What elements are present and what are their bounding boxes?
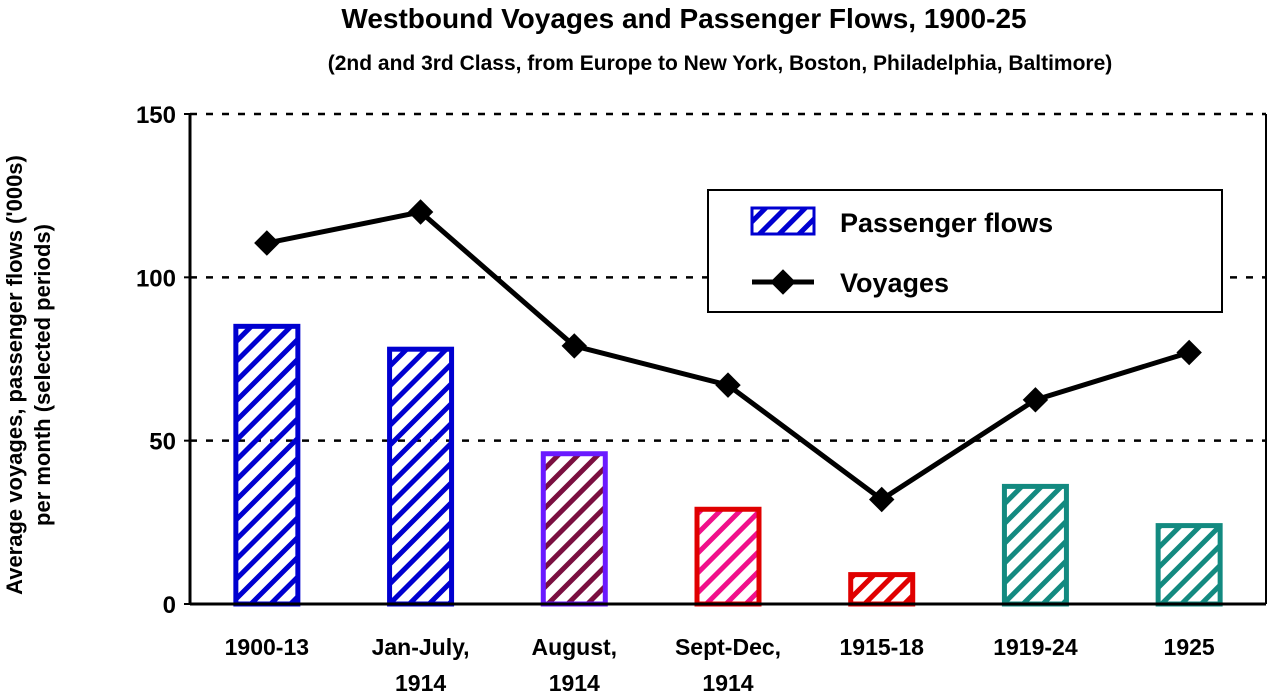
chart-subtitle: (2nd and 3rd Class, from Europe to New Y… [328,52,1113,75]
legend-swatch-passenger-flows [750,206,816,236]
y-axis-label-line2: per month (selected periods) [30,224,55,526]
bar-passenger-flows [694,506,762,607]
x-tick-label: 1914 [549,670,600,694]
x-tick-label: 1914 [702,670,753,694]
point-voyages [1022,387,1049,413]
y-axis-label-line1: Average voyages, passenger flows ('000s) [2,155,27,595]
bar-passenger-flows [387,346,455,607]
legend: Passenger flows Voyages [707,189,1223,313]
bar-passenger-flows [540,451,608,607]
legend-label-voyages: Voyages [840,268,949,298]
x-tick-label: 1900-13 [225,634,309,660]
x-tick-label: 1914 [395,670,446,694]
x-tick-label: 1919-24 [993,634,1078,660]
y-tick-label: 0 [163,592,176,619]
bar-passenger-flows [1001,483,1069,607]
point-voyages [868,486,895,513]
bar-passenger-flows [233,323,301,607]
chart-title: Westbound Voyages and Passenger Flows, 1… [341,3,1026,34]
y-tick-label: 50 [149,429,176,456]
bar-passenger-flows [848,572,916,607]
y-tick-label: 100 [136,265,176,292]
y-tick-label: 150 [136,102,176,129]
point-voyages [1176,339,1202,366]
x-tick-label: 1925 [1164,634,1215,660]
point-voyages [254,230,280,256]
point-voyages [561,333,588,359]
x-tick-label: August, [531,634,617,660]
point-voyages [715,372,741,398]
legend-marker-voyages [770,269,796,295]
x-tick-label: 1915-18 [840,634,925,660]
point-voyages [407,199,434,225]
x-tick-label: Jan-July, [372,634,470,660]
x-tick-label: Sept-Dec, [675,634,781,660]
legend-label-passenger-flows: Passenger flows [840,208,1053,238]
bar-passenger-flows [1155,523,1223,607]
